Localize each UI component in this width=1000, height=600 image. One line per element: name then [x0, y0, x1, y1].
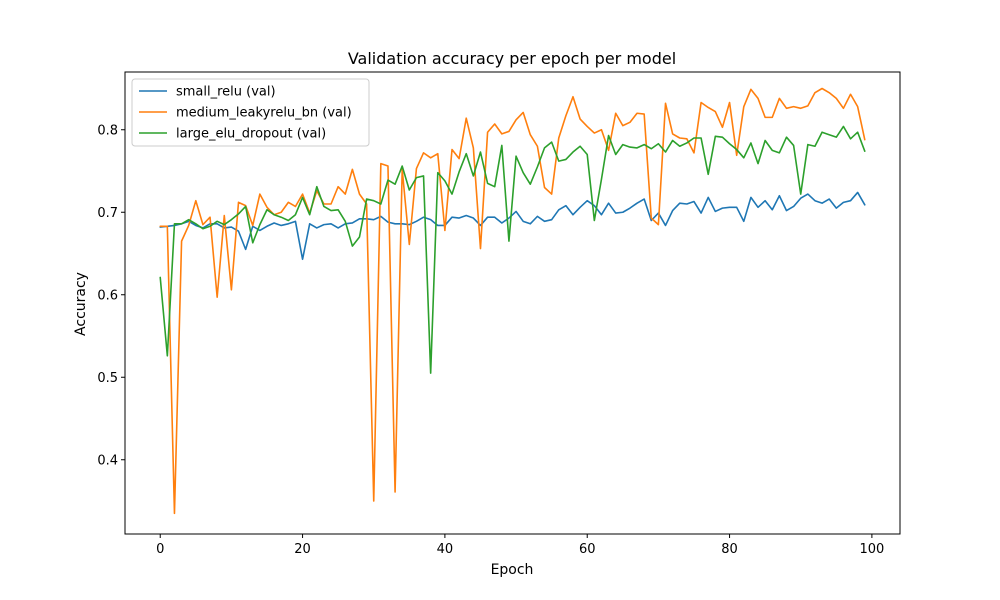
x-tick-label: 60: [579, 542, 596, 557]
axes-frame: [124, 71, 901, 535]
series-lines: [159, 87, 866, 515]
y-tick-label: 0.7: [97, 206, 118, 221]
legend-label-2: medium_leakyrelu_bn (val): [176, 106, 352, 121]
y-tick-label: 0.5: [97, 371, 118, 386]
y-axis: 0.4 0.5 0.6 0.7 0.8: [97, 123, 125, 468]
x-axis-label: Epoch: [491, 562, 534, 578]
y-tick-label: 0.8: [97, 123, 118, 138]
series-line-3: [159, 125, 866, 374]
x-tick-label: 40: [437, 542, 454, 557]
legend: small_relu (val) medium_leakyrelu_bn (val…: [131, 78, 370, 147]
chart-title: Validation accuracy per epoch per model: [348, 49, 676, 68]
x-tick-label: 80: [721, 542, 738, 557]
legend-label-1: small_relu (val): [176, 85, 276, 100]
x-axis: 0 20 40 60 80 100: [156, 534, 884, 557]
x-tick-label: 0: [156, 542, 164, 557]
y-tick-label: 0.6: [97, 288, 118, 303]
y-tick-label: 0.4: [97, 453, 118, 468]
y-axis-label: Accuracy: [73, 272, 89, 336]
legend-label-3: large_elu_dropout (val): [176, 127, 326, 142]
x-tick-label: 20: [294, 542, 311, 557]
x-tick-label: 100: [859, 542, 884, 557]
series-line-1: [159, 191, 866, 261]
legend-box: [131, 78, 370, 147]
plot-area: 0 20 40 60 80 100 0.4 0.5 0.6 0.7 0.8: [97, 71, 901, 557]
series-line-2: [159, 87, 866, 515]
